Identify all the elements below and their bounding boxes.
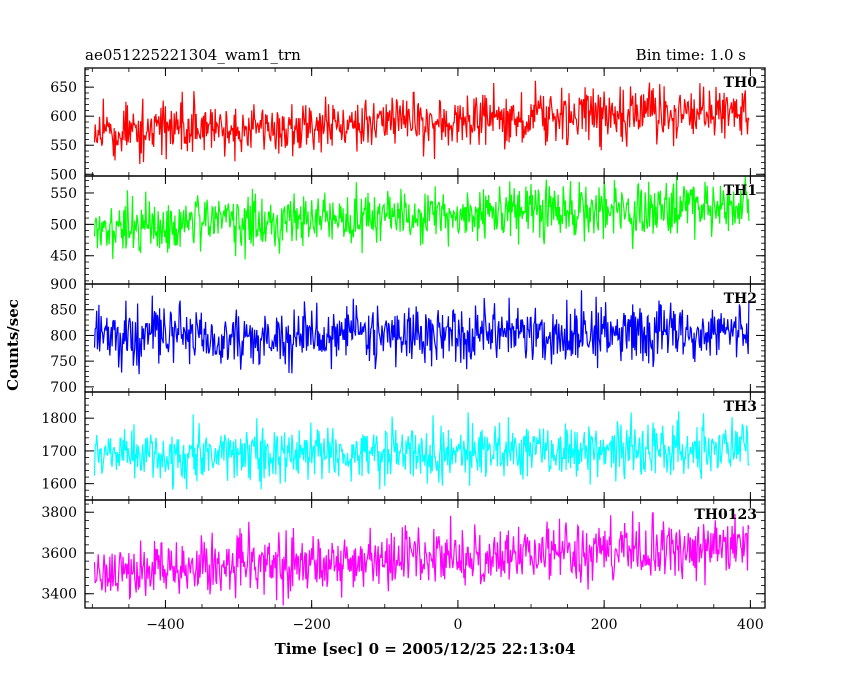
y-tick-label: 3600 (41, 546, 77, 562)
y-tick-label: 500 (50, 217, 77, 233)
x-axis-label: Time [sec] 0 = 2005/12/25 22:13:04 (275, 640, 576, 658)
panel-th0123: 3400 3600 3800 TH0123 (41, 499, 766, 609)
series-th0 (93, 80, 750, 165)
panel-label-th3: TH3 (724, 399, 757, 415)
y-tick-label: 1800 (41, 411, 77, 427)
x-tick-label: −200 (292, 617, 330, 633)
y-tick-label: 550 (50, 186, 77, 202)
y-tick-label: 450 (50, 249, 77, 265)
chart-title: ae051225221304_wam1_trn (85, 46, 301, 64)
y-tick-label: 1700 (41, 444, 77, 460)
y-tick-label: 850 (50, 303, 77, 319)
y-tick-label: 700 (50, 380, 77, 396)
panel-th3: 1600 1700 1800 TH3 (41, 391, 766, 501)
y-tick-label: 500 (50, 167, 77, 183)
panel-label-th0: TH0 (724, 75, 758, 91)
y-axis-label: Counts/sec (4, 299, 22, 391)
y-tick-label: 750 (50, 354, 77, 370)
y-tick-label: 800 (50, 328, 77, 344)
series-th2 (93, 290, 750, 375)
panel-th2: 700 750 800 850 900 TH2 (50, 277, 766, 396)
x-tick-label: 0 (453, 617, 462, 633)
series-th3 (93, 411, 750, 490)
y-tick-label: 900 (50, 277, 77, 293)
panel-label-th1: TH1 (724, 183, 757, 199)
y-tick-label: 3400 (41, 587, 77, 603)
panel-frame-th0123 (84, 499, 766, 609)
series-th0123 (93, 511, 750, 606)
x-axis: −400 −200 0 200 400 (146, 617, 764, 633)
panel-label-th2: TH2 (724, 291, 757, 307)
panel-frame-th1 (84, 175, 766, 285)
panel-label-th0123: TH0123 (694, 507, 757, 523)
x-tick-label: 200 (591, 617, 618, 633)
y-tick-label: 550 (50, 138, 77, 154)
y-tick-label: 3800 (41, 505, 77, 521)
panels-group: 500 550 600 650 TH0 450 500 550 TH1 700 750 800 850 9… (41, 67, 766, 609)
x-tick-label: 400 (737, 617, 764, 633)
series-th1 (93, 176, 750, 260)
y-tick-label: 1600 (41, 477, 77, 493)
y-tick-label: 650 (50, 80, 77, 96)
bin-time-label: Bin time: 1.0 s (636, 46, 746, 64)
y-tick-label: 600 (50, 109, 77, 125)
x-tick-label: −400 (146, 617, 184, 633)
panel-th0: 500 550 600 650 TH0 (50, 67, 766, 183)
panel-th1: 450 500 550 TH1 (50, 175, 766, 285)
